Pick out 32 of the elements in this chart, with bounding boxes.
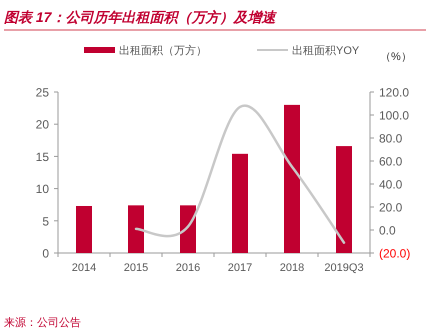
x-tick-label: 2014 (72, 262, 96, 274)
bar (284, 104, 300, 253)
legend-label: 出租面积（万方） (119, 44, 207, 57)
legend-label: 出租面积YOY (292, 44, 360, 57)
line-series (134, 104, 346, 244)
bar (76, 206, 92, 253)
y-tick-label: 15 (36, 150, 50, 164)
source-note: 来源：公司公告 (4, 316, 81, 329)
y2-tick-label: 20.0 (379, 200, 403, 214)
y-tick-label: 0 (42, 246, 50, 260)
chart-title: 图表 17：公司历年出租面积（万方）及增速 (4, 9, 278, 25)
bar (128, 205, 144, 253)
bar (180, 205, 196, 253)
y2-tick-label: 120.0 (379, 86, 410, 100)
y-tick-label: 25 (36, 86, 50, 100)
y2-tick-label: (20.0) (379, 246, 410, 260)
y-tick-label: 10 (36, 182, 50, 196)
y2-tick-label: 0.0 (379, 224, 396, 238)
x-tick-label: 2016 (176, 262, 200, 274)
y-tick-label: 5 (42, 214, 50, 228)
x-tick-label: 2017 (228, 262, 252, 274)
x-tick-label: 2015 (124, 262, 148, 274)
bar (232, 154, 248, 253)
y2-tick-label: 100.0 (379, 108, 410, 122)
y2-tick-label: 80.0 (379, 132, 403, 146)
x-tick-label: 2019Q3 (324, 262, 364, 274)
y2-tick-label: 60.0 (379, 154, 403, 168)
y2-tick-label: 40.0 (379, 178, 403, 192)
y-tick-label: 20 (36, 118, 50, 132)
x-tick-label: 2018 (280, 262, 304, 274)
bar (336, 146, 352, 253)
y2-axis-title: （%） (380, 51, 412, 63)
